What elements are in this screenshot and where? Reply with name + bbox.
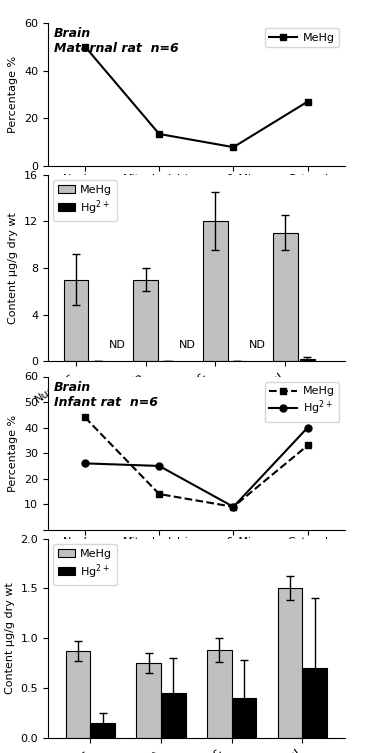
Text: Brain
Maternal rat  n=6: Brain Maternal rat n=6 [54, 27, 178, 55]
Bar [133, 279, 158, 361]
Bar [65, 651, 90, 738]
Text: Brain
Infant rat  n=6: Brain Infant rat n=6 [54, 381, 158, 409]
MeHg [83, 413, 87, 422]
Text: ND: ND [109, 340, 126, 349]
Bar [161, 693, 186, 738]
MeHg [231, 502, 236, 511]
Legend: MeHg: MeHg [265, 28, 339, 47]
Y-axis label: Percentage %: Percentage % [8, 415, 18, 492]
Bar [207, 651, 232, 738]
Legend: MeHg, Hg$^{2+}$: MeHg, Hg$^{2+}$ [265, 382, 339, 422]
Hg$^{2+}$ [83, 459, 87, 468]
Bar [90, 723, 115, 738]
Bar [273, 233, 298, 361]
Y-axis label: Content μg/g dry wt: Content μg/g dry wt [5, 582, 15, 694]
Bar [300, 358, 315, 361]
Text: ND: ND [179, 340, 196, 349]
Bar [203, 221, 228, 361]
MeHg [83, 42, 87, 51]
Line: MeHg: MeHg [82, 414, 311, 511]
Line: MeHg: MeHg [82, 43, 311, 151]
Hg$^{2+}$ [231, 502, 236, 511]
Legend: MeHg, Hg$^{2+}$: MeHg, Hg$^{2+}$ [54, 544, 116, 585]
Bar [64, 279, 88, 361]
MeHg [305, 441, 310, 450]
Bar [136, 663, 161, 738]
Hg$^{2+}$ [305, 423, 310, 432]
MeHg [157, 130, 162, 139]
MeHg [305, 97, 310, 106]
Hg$^{2+}$ [157, 462, 162, 471]
Y-axis label: Percentage %: Percentage % [8, 56, 18, 133]
Legend: MeHg, Hg$^{2+}$: MeHg, Hg$^{2+}$ [54, 180, 116, 221]
Bar [232, 698, 256, 738]
Text: ND: ND [249, 340, 266, 349]
Y-axis label: Content μg/g dry wt: Content μg/g dry wt [8, 212, 18, 324]
Bar [278, 588, 302, 738]
Line: Hg$^{2+}$: Hg$^{2+}$ [82, 424, 311, 511]
MeHg [231, 142, 236, 151]
MeHg [157, 489, 162, 498]
Bar [302, 668, 327, 738]
